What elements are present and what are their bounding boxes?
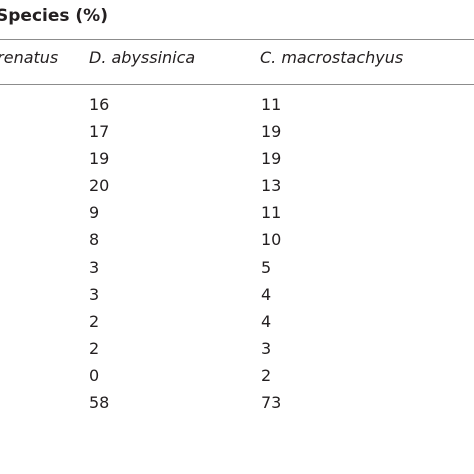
d-abyssinica-value: 2 [89, 311, 100, 331]
d-abyssinica-value: 9 [89, 203, 100, 223]
c-macrostachyus-value: 10 [261, 230, 282, 250]
c-macrostachyus-value: 5 [261, 257, 272, 277]
d-abyssinica-value: 16 [89, 95, 110, 114]
table-row: 19 19 [0, 145, 474, 172]
d-abyssinica-value: 8 [89, 230, 100, 250]
d-abyssinica-value: 17 [89, 122, 110, 142]
c-macrostachyus-value: 73 [261, 393, 282, 413]
c-macrostachyus-value: 13 [261, 176, 282, 196]
header-rule-top [0, 39, 474, 40]
table-row: 3 4 [0, 281, 474, 308]
table-body: 16 11 17 19 19 19 20 13 9 11 8 10 3 5 3 [0, 91, 474, 416]
d-abyssinica-value: 3 [89, 284, 100, 304]
c-macrostachyus-value: 11 [261, 203, 282, 223]
c-macrostachyus-value: 19 [261, 149, 282, 169]
d-abyssinica-value: 0 [89, 365, 100, 385]
column-header-d-abyssinica: D. abyssinica [89, 48, 196, 67]
column-header-c-macrostachyus: C. macrostachyus [260, 48, 404, 67]
table-row: 3 5 [0, 254, 474, 281]
c-macrostachyus-value: 2 [261, 365, 272, 385]
table-row: 2 3 [0, 335, 474, 362]
table-row: 2 4 [0, 308, 474, 335]
d-abyssinica-value: 19 [89, 149, 110, 169]
table-row: 20 13 [0, 172, 474, 199]
table-row: 9 11 [0, 199, 474, 226]
table-row: 8 10 [0, 226, 474, 253]
table-row: 0 2 [0, 362, 474, 389]
c-macrostachyus-value: 4 [261, 311, 272, 331]
table-row: 17 19 [0, 118, 474, 145]
c-macrostachyus-value: 3 [261, 338, 272, 358]
species-group-header: Species (%) [0, 6, 108, 26]
d-abyssinica-value: 20 [89, 176, 110, 196]
header-rule-bottom [0, 84, 474, 85]
d-abyssinica-value: 3 [89, 257, 100, 277]
d-abyssinica-value: 2 [89, 338, 100, 358]
c-macrostachyus-value: 19 [261, 122, 282, 142]
column-header-c-crenatus: C. crenatus [0, 48, 59, 67]
table-row: 16 11 [0, 91, 474, 118]
c-macrostachyus-value: 4 [261, 284, 272, 304]
d-abyssinica-value: 58 [89, 393, 110, 413]
table-row: 58 73 [0, 389, 474, 416]
c-macrostachyus-value: 11 [261, 95, 282, 114]
